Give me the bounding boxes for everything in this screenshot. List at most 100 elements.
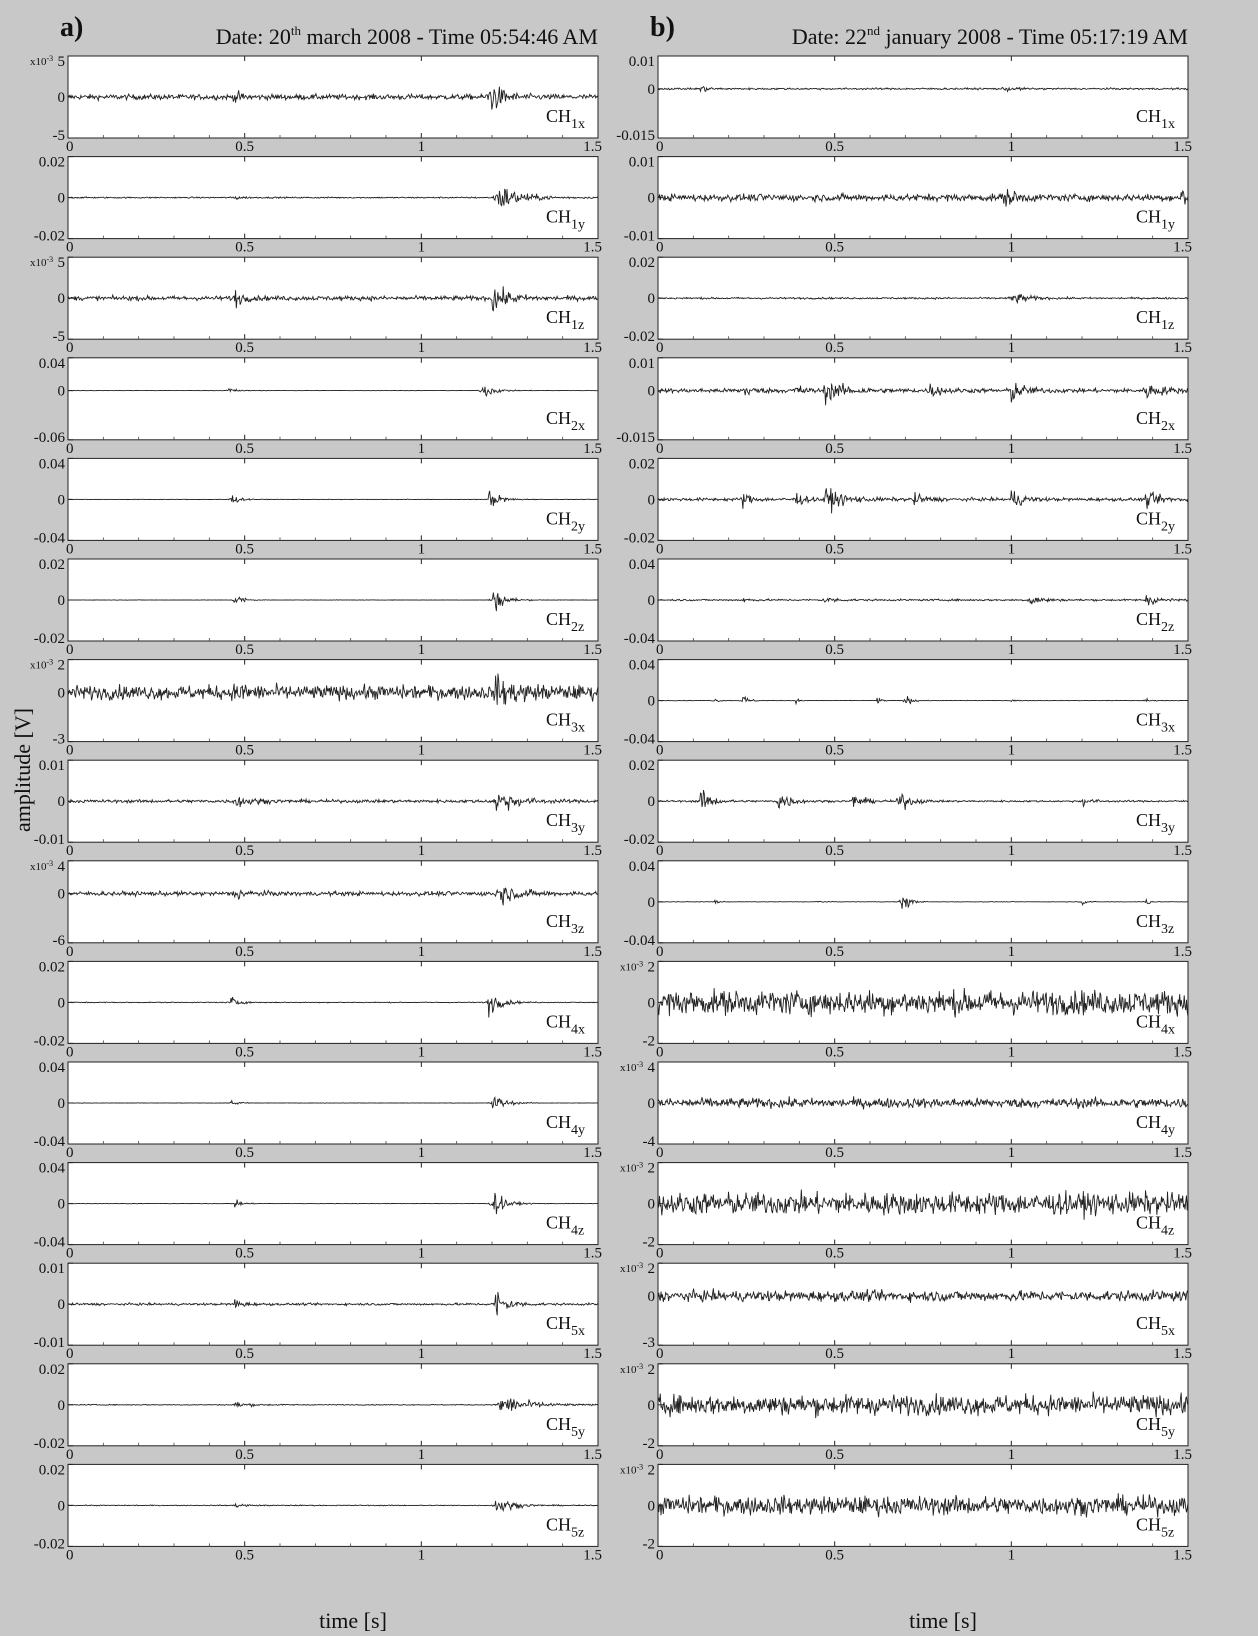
x-tick-label: 0 [656, 843, 664, 859]
x-tick-label: 1.5 [583, 541, 602, 557]
y-tick-label: 0.02 [39, 1462, 65, 1478]
x-tick-label: 0 [66, 1044, 74, 1060]
x-tick-label: 0 [656, 1044, 664, 1060]
y-tick-label: 4 [648, 1060, 656, 1076]
channel-label-main: CH [1136, 911, 1161, 931]
y-tick-label: 0.04 [629, 859, 656, 875]
channel-label: CH1z [1136, 307, 1174, 333]
x-tick-label: 0 [656, 1246, 664, 1262]
channel-label: CH1x [546, 106, 585, 132]
plot-frame [657, 357, 1189, 441]
x-tick-label: 0 [656, 944, 664, 960]
x-tick-label: 0 [656, 1547, 664, 1563]
x-tick-label: 0.5 [825, 1044, 844, 1060]
y-exp-sup: -3 [47, 658, 54, 667]
series-line-ch3x [67, 673, 599, 705]
y-tick-label: -2 [643, 1033, 656, 1049]
series-line-ch4x [657, 987, 1189, 1018]
y-tick-label: -0.015 [616, 128, 655, 144]
y-tick-label: 0.01 [629, 356, 655, 372]
y-tick-label: 0 [648, 1289, 656, 1305]
y-tick-label: 0 [58, 384, 66, 400]
x-tick-label: 0 [66, 240, 74, 256]
y-tick-label: 0.04 [39, 1060, 66, 1076]
y-tick-label: 0.01 [629, 155, 655, 171]
y-tick-label: -2 [643, 1235, 656, 1251]
y-exponent: x10-3 [620, 1261, 643, 1275]
x-tick-label: 1 [418, 843, 426, 859]
x-axis-title: time [s] [319, 1608, 387, 1633]
x-tick-label: 1 [418, 1044, 426, 1060]
y-tick-label: 2 [58, 658, 66, 674]
x-tick-label: 1 [418, 240, 426, 256]
panel-title: Date: 22nd january 2008 - Time 05:17:19 … [792, 23, 1188, 49]
channel-label-main: CH [546, 710, 571, 730]
channel-label: CH2z [1136, 609, 1174, 635]
series-line-ch2y [658, 488, 1189, 514]
channel-label-main: CH [546, 810, 571, 830]
x-tick-label: 0.5 [825, 1145, 844, 1161]
channel-label-sub: 5x [571, 1324, 585, 1339]
x-tick-label: 1 [418, 944, 426, 960]
x-tick-label: 0 [66, 139, 74, 155]
y-tick-label: 0.02 [39, 155, 65, 171]
y-tick-label: 0 [58, 191, 66, 207]
x-tick-label: 0.5 [235, 139, 254, 155]
channel-label: CH5x [1136, 1313, 1175, 1339]
channel-label: CH5z [546, 1514, 584, 1540]
x-tick-label: 1.5 [583, 1145, 602, 1161]
y-exponent: x10-3 [620, 1060, 643, 1074]
panel-title: Date: 20th march 2008 - Time 05:54:46 AM [216, 23, 598, 49]
y-tick-label: -0.01 [624, 229, 655, 245]
x-tick-label: 0 [656, 139, 664, 155]
x-tick-label: 1.5 [583, 843, 602, 859]
x-tick-label: 1.5 [1173, 642, 1192, 658]
y-tick-label: 0.02 [39, 557, 65, 573]
x-tick-label: 1 [418, 541, 426, 557]
y-tick-label: 0 [58, 1096, 66, 1112]
x-tick-label: 0 [66, 1547, 74, 1563]
y-tick-label: 0 [58, 593, 66, 609]
series-line-ch4z [68, 1192, 599, 1215]
y-tick-label: -0.02 [34, 631, 65, 647]
y-tick-label: 2 [648, 1362, 656, 1378]
channel-label-sub: 1z [571, 318, 584, 333]
series-line-ch1z [657, 293, 1189, 305]
y-exp-base: x10 [30, 861, 47, 873]
y-tick-label: -0.02 [624, 832, 655, 848]
y-axis-title: amplitude [V] [10, 708, 35, 832]
channel-label-main: CH [546, 1011, 571, 1031]
y-exponent: x10-3 [620, 959, 643, 973]
y-tick-label: -6 [53, 933, 66, 949]
x-tick-label: 0.5 [235, 1145, 254, 1161]
channel-label-main: CH [546, 307, 571, 327]
x-tick-label: 1.5 [1173, 843, 1192, 859]
channel-label-main: CH [1136, 106, 1161, 126]
plot-frame [67, 357, 599, 441]
y-exp-base: x10 [620, 1364, 637, 1376]
x-tick-label: 1.5 [1173, 1145, 1192, 1161]
series-line-ch5z [67, 1500, 599, 1513]
x-tick-label: 0.5 [825, 642, 844, 658]
x-tick-label: 1.5 [1173, 441, 1192, 457]
y-exp-sup: -3 [637, 1462, 644, 1471]
channel-label-sub: 5x [1161, 1324, 1175, 1339]
y-exponent: x10-3 [620, 1462, 643, 1476]
channel-label: CH5y [546, 1414, 585, 1440]
y-tick-label: -0.02 [624, 329, 655, 345]
series-line-ch2y [67, 490, 598, 506]
x-tick-label: 1 [1008, 642, 1016, 658]
y-tick-label: -3 [643, 1335, 656, 1351]
x-tick-label: 0 [66, 843, 74, 859]
x-tick-label: 0 [656, 1447, 664, 1463]
y-tick-label: -3 [53, 732, 66, 748]
x-tick-label: 0.5 [235, 541, 254, 557]
